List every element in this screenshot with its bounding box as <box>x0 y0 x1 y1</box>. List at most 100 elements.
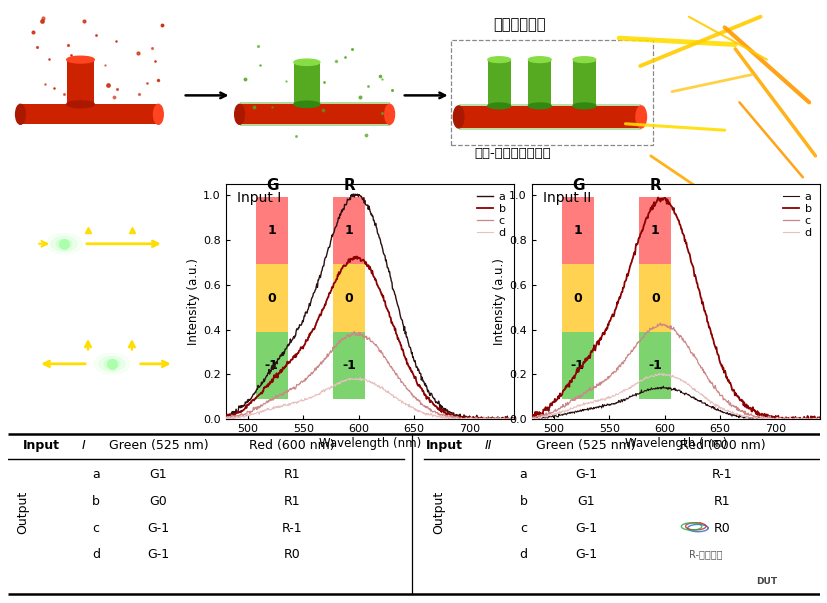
Text: R1: R1 <box>284 495 300 508</box>
Bar <box>256 197 288 265</box>
Text: R: R <box>343 178 356 193</box>
Bar <box>561 265 593 332</box>
c <box>357 333 367 341</box>
b <box>653 194 662 201</box>
Text: 0: 0 <box>650 292 659 305</box>
Text: Input I: Input I <box>54 286 90 297</box>
Text: b: b <box>92 495 100 508</box>
X-axis label: Wavelength (nm): Wavelength (nm) <box>318 437 420 450</box>
Text: 10 μm: 10 μm <box>156 393 183 402</box>
Ellipse shape <box>51 236 77 251</box>
d <box>814 415 824 423</box>
b <box>502 415 512 423</box>
c <box>221 413 231 420</box>
b <box>351 253 361 260</box>
Ellipse shape <box>99 356 125 371</box>
Text: R: R <box>649 178 661 193</box>
Text: G: G <box>571 178 584 193</box>
d <box>457 415 467 423</box>
Text: G0: G0 <box>150 495 167 508</box>
Text: G: G <box>265 178 278 193</box>
a <box>657 382 667 390</box>
Text: I: I <box>81 439 85 452</box>
d <box>683 380 693 388</box>
d <box>664 371 674 378</box>
Legend: a, b, c, d: a, b, c, d <box>779 189 813 241</box>
Bar <box>561 332 593 399</box>
a <box>665 384 675 391</box>
c <box>360 332 370 339</box>
Text: G-1: G-1 <box>147 522 170 535</box>
Text: 核壳-枝杈型低维结构: 核壳-枝杈型低维结构 <box>474 147 551 160</box>
Bar <box>239 103 390 126</box>
Text: R1: R1 <box>284 469 300 481</box>
Bar <box>115 311 149 343</box>
a <box>221 411 231 418</box>
Bar <box>71 191 105 223</box>
Bar <box>561 197 593 265</box>
Bar <box>256 332 288 399</box>
Ellipse shape <box>94 353 130 374</box>
Text: G1: G1 <box>150 469 167 481</box>
Line: b: b <box>226 256 513 419</box>
Text: Input I: Input I <box>237 191 281 205</box>
Text: 0: 0 <box>344 292 353 305</box>
Text: 10 μm: 10 μm <box>156 273 183 282</box>
Text: d: d <box>184 239 190 248</box>
Text: R-1: R-1 <box>711 469 732 481</box>
Text: Input: Input <box>23 439 60 452</box>
Text: 1: 1 <box>572 224 581 238</box>
Text: c: c <box>129 322 134 331</box>
Text: G1: G1 <box>576 495 594 508</box>
Text: G-1: G-1 <box>574 469 596 481</box>
Line: c: c <box>531 323 819 419</box>
Line: d: d <box>531 373 819 419</box>
Ellipse shape <box>385 104 394 124</box>
Ellipse shape <box>104 359 120 368</box>
Bar <box>458 104 640 130</box>
Text: d: d <box>519 548 527 561</box>
Text: 1: 1 <box>344 224 353 238</box>
Ellipse shape <box>294 59 319 65</box>
Ellipse shape <box>572 57 595 63</box>
b <box>665 202 675 209</box>
Text: R-媒体中心: R-媒体中心 <box>689 549 722 560</box>
Bar <box>115 191 149 223</box>
Text: G-1: G-1 <box>574 522 596 535</box>
Text: R0: R0 <box>713 522 730 535</box>
Ellipse shape <box>16 104 26 124</box>
d <box>763 415 773 423</box>
Line: c: c <box>226 332 513 419</box>
d <box>526 415 536 423</box>
Ellipse shape <box>453 106 463 128</box>
Ellipse shape <box>294 101 319 107</box>
c <box>763 415 773 422</box>
b <box>357 256 367 264</box>
b <box>508 415 518 422</box>
a <box>376 243 386 250</box>
Text: b: b <box>84 202 90 211</box>
Text: 多级集成过程: 多级集成过程 <box>493 17 545 33</box>
Bar <box>638 197 671 265</box>
a <box>502 415 512 423</box>
a <box>457 413 466 420</box>
a <box>762 415 772 423</box>
b <box>360 258 370 265</box>
Bar <box>450 40 653 145</box>
b <box>526 412 536 419</box>
a <box>392 302 402 309</box>
Text: d: d <box>184 359 190 368</box>
Text: R1: R1 <box>713 495 729 508</box>
Ellipse shape <box>153 104 163 124</box>
Text: c: c <box>129 202 134 211</box>
Text: -1: -1 <box>265 359 278 372</box>
Text: -1: -1 <box>648 359 662 372</box>
c <box>349 328 359 335</box>
Bar <box>572 60 595 106</box>
d <box>808 415 818 423</box>
Ellipse shape <box>67 101 94 108</box>
c <box>458 415 468 423</box>
Ellipse shape <box>234 104 244 124</box>
Text: -1: -1 <box>342 359 356 372</box>
a <box>526 415 536 423</box>
